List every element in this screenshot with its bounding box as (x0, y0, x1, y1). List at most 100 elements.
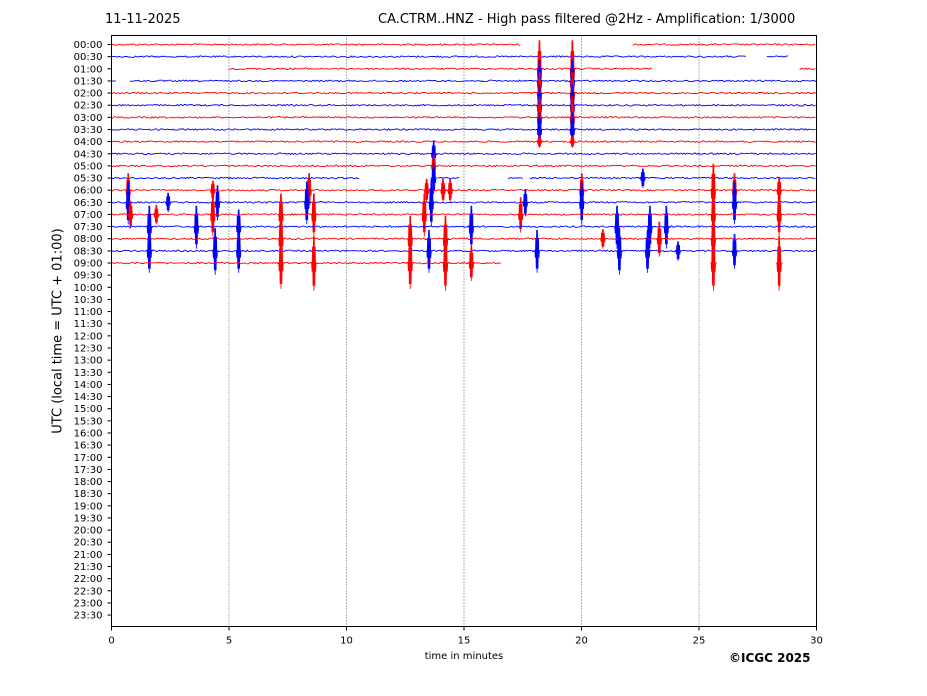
trace-spike (639, 168, 647, 189)
x-tick-label: 0 (108, 636, 114, 647)
trace-segment (111, 43, 521, 46)
trace-0230 (111, 84, 816, 128)
y-tick-label: 08:00 (74, 234, 103, 245)
trace-segment (111, 152, 816, 156)
trace-group (111, 40, 817, 292)
y-tick-label: 06:30 (74, 198, 103, 209)
y-tick-label: 16:30 (74, 441, 103, 452)
y-tick-label: 03:00 (74, 113, 103, 124)
chart-date: 11-11-2025 (105, 12, 181, 27)
trace-spike (146, 229, 154, 273)
trace-segment (111, 237, 816, 241)
y-tick-label: 21:30 (74, 562, 103, 573)
trace-spike (533, 229, 541, 273)
y-tick-label: 19:00 (74, 501, 103, 512)
y-tick-label: 13:30 (74, 368, 103, 379)
trace-0100 (228, 40, 816, 99)
y-tick-label: 20:30 (74, 538, 103, 549)
y-tick-label: 11:00 (74, 307, 103, 318)
trace-segment (111, 140, 816, 144)
y-tick-label: 10:00 (74, 283, 103, 294)
y-tick-label: 14:30 (74, 392, 103, 403)
y-tick-label: 04:00 (74, 137, 103, 148)
y-tick-label: 18:00 (74, 477, 103, 488)
trace-spike (442, 236, 450, 292)
trace-spike (235, 229, 243, 273)
trace-spike (578, 181, 586, 225)
trace-0900 (111, 236, 783, 292)
x-tick-label: 10 (340, 636, 353, 647)
trace-segment (437, 176, 460, 180)
trace-spike (644, 229, 652, 273)
x-tick-label: 25 (693, 636, 706, 647)
plot-frame (111, 35, 817, 627)
y-tick-label: 23:30 (74, 611, 103, 622)
trace-0630 (111, 179, 816, 227)
trace-spike (439, 178, 447, 203)
y-tick-label: 22:00 (74, 574, 103, 585)
trace-spike (214, 185, 222, 221)
trace-segment (111, 80, 116, 82)
trace-segment (799, 67, 816, 71)
grid-lines (228, 35, 700, 627)
y-tick-label: 04:30 (74, 149, 103, 160)
trace-spike (310, 236, 318, 292)
trace-spike (775, 236, 783, 292)
trace-spike (731, 233, 739, 269)
trace-spike (536, 135, 544, 148)
y-tick-label: 01:00 (74, 64, 103, 75)
trace-spike (616, 228, 624, 275)
y-tick-label: 02:00 (74, 89, 103, 100)
trace-spike (127, 201, 135, 229)
x-axis-label: time in minutes (424, 651, 504, 662)
chart-title: CA.CTRM..HNZ - High pass filtered @2Hz -… (378, 12, 796, 27)
y-tick-label: 12:30 (74, 344, 103, 355)
y-tick-label: 17:30 (74, 465, 103, 476)
trace-segment (111, 55, 746, 59)
y-tick-label: 20:00 (74, 526, 103, 537)
copyright-notice: ©ICGC 2025 (729, 651, 811, 665)
trace-spike (522, 188, 530, 217)
trace-segment (529, 176, 816, 180)
y-tick-label: 06:00 (74, 186, 103, 197)
trace-spike (599, 229, 607, 249)
trace-spike (164, 192, 172, 213)
y-tick-label: 15:30 (74, 416, 103, 427)
trace-spike (663, 205, 671, 249)
trace-0200 (111, 72, 816, 116)
trace-0730 (111, 205, 816, 249)
y-tick-label: 00:00 (74, 40, 103, 51)
trace-spike (310, 193, 318, 237)
trace-segment (111, 128, 816, 131)
y-tick-label: 01:30 (74, 76, 103, 87)
y-tick-label: 22:30 (74, 586, 103, 597)
trace-0400 (111, 135, 816, 148)
y-tick-label: 10:30 (74, 295, 103, 306)
y-tick-label: 18:30 (74, 489, 103, 500)
trace-segment (111, 249, 816, 253)
trace-spike (303, 181, 311, 225)
trace-segment (111, 176, 360, 180)
trace-spike (425, 229, 433, 273)
y-tick-label: 12:00 (74, 331, 103, 342)
trace-segment (111, 225, 816, 229)
y-tick-label: 14:00 (74, 380, 103, 391)
y-tick-label: 00:30 (74, 52, 103, 63)
trace-spike (211, 228, 219, 275)
trace-spike (421, 193, 429, 237)
y-tick-label: 11:30 (74, 319, 103, 330)
x-tick-label: 30 (810, 636, 823, 647)
trace-spike (446, 178, 454, 203)
trace-spike (193, 205, 201, 249)
y-tick-label: 05:00 (74, 161, 103, 172)
trace-spike (277, 238, 285, 290)
trace-segment (111, 103, 816, 107)
y-tick-label: 13:00 (74, 356, 103, 367)
y-tick-label: 21:00 (74, 550, 103, 561)
trace-segment (228, 67, 653, 71)
trace-segment (632, 43, 816, 46)
y-tick-label: 08:30 (74, 246, 103, 257)
y-tick-label: 07:30 (74, 222, 103, 233)
y-tick-label: 17:00 (74, 453, 103, 464)
